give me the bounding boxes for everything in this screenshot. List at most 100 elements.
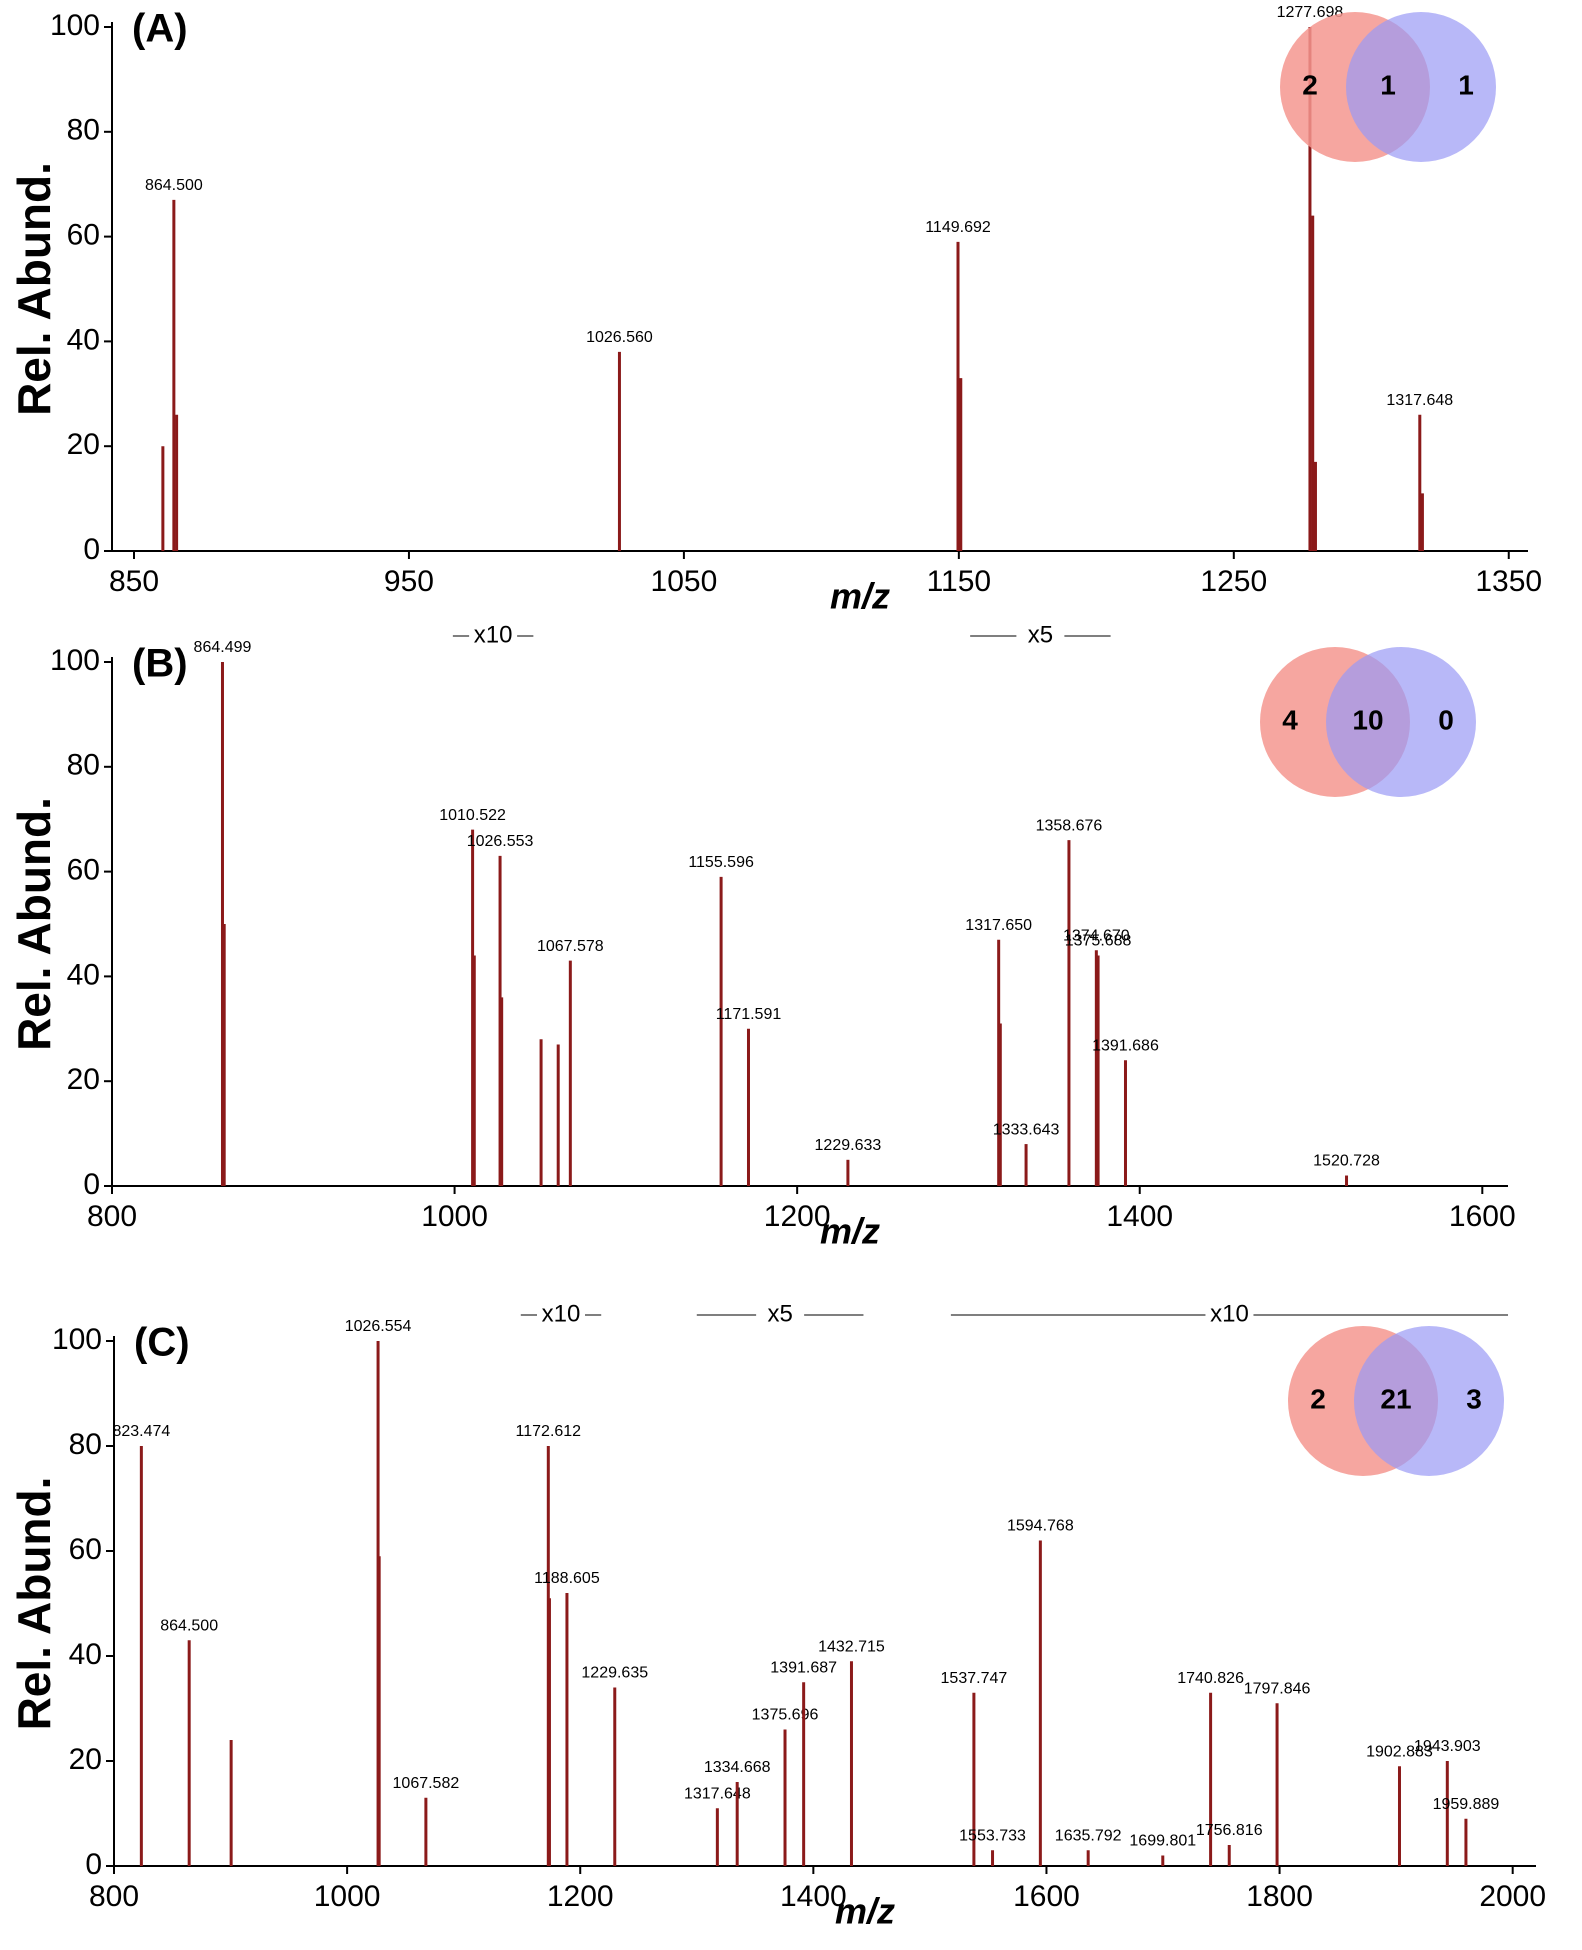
y-tick-label: 80 <box>69 1428 102 1461</box>
zoom-label-bg <box>1016 622 1065 650</box>
venn-right <box>1346 12 1496 162</box>
peak-label: 1740.826 <box>1177 1670 1244 1687</box>
peak-label: 1155.596 <box>688 854 754 871</box>
venn-right <box>1326 647 1476 797</box>
y-tick-label: 40 <box>67 323 100 356</box>
y-tick-label: 40 <box>69 1638 102 1671</box>
venn-both-count: 21 <box>1380 1383 1411 1414</box>
peak-label: 1432.715 <box>818 1638 885 1655</box>
y-tick-label: 40 <box>67 958 100 991</box>
zoom-label-bg <box>756 1301 805 1329</box>
peak-label: 864.500 <box>145 177 203 194</box>
x-axis-label: m/z <box>820 1211 880 1252</box>
x-tick-label: 2000 <box>1479 1880 1546 1913</box>
x-tick-label: 1250 <box>1200 565 1267 598</box>
peak-label: 1067.582 <box>393 1775 460 1792</box>
x-tick-label: 800 <box>89 1880 139 1913</box>
peak-label: 1635.792 <box>1055 1827 1122 1844</box>
x-tick-label: 1800 <box>1246 1880 1313 1913</box>
y-tick-label: 20 <box>67 428 100 461</box>
x-tick-label: 1200 <box>764 1200 831 1233</box>
peak-label: 1317.648 <box>684 1785 751 1802</box>
x-tick-label: 1400 <box>780 1880 847 1913</box>
peak-label: 1358.676 <box>1036 817 1103 834</box>
peak-label: 1026.554 <box>345 1318 412 1335</box>
peak-label: 1374.670 <box>1063 927 1130 944</box>
y-axis-label: Rel. Abund. <box>8 162 60 416</box>
y-axis-label: Rel. Abund. <box>8 797 60 1051</box>
peak-label: 1010.522 <box>439 807 506 824</box>
peak-label: 1553.733 <box>959 1827 1026 1844</box>
x-tick-label: 1150 <box>927 565 992 598</box>
x-tick-label: 1000 <box>421 1200 488 1233</box>
peak-label: 1317.648 <box>1386 392 1453 409</box>
y-tick-label: 20 <box>67 1063 100 1096</box>
peak-label: 864.500 <box>160 1617 218 1634</box>
venn-both-count: 10 <box>1352 704 1383 735</box>
peak-label: 1171.591 <box>716 1006 782 1023</box>
y-tick-label: 0 <box>85 1848 102 1881</box>
x-axis-label: m/z <box>835 1891 895 1932</box>
venn-right <box>1354 1326 1504 1476</box>
x-tick-label: 850 <box>109 565 159 598</box>
y-axis-label: Rel. Abund. <box>8 1477 60 1731</box>
zoom-label-bg <box>1205 1301 1254 1329</box>
peak-label: 1943.903 <box>1414 1738 1481 1755</box>
x-tick-label: 1600 <box>1013 1880 1080 1913</box>
x-tick-label: 1050 <box>651 565 718 598</box>
x-tick-label: 1400 <box>1106 1200 1173 1233</box>
venn-right-count: 0 <box>1438 704 1454 735</box>
y-tick-label: 0 <box>83 533 100 566</box>
x-tick-label: 950 <box>384 565 434 598</box>
peak-label: 1229.633 <box>815 1137 882 1154</box>
venn-both-count: 1 <box>1380 69 1396 100</box>
peak-label: 1391.686 <box>1092 1037 1159 1054</box>
peak-label: 1391.687 <box>770 1659 837 1676</box>
peak-label: 1333.643 <box>993 1121 1060 1138</box>
venn-left-count: 2 <box>1302 69 1318 100</box>
peak-label: 1520.728 <box>1313 1153 1380 1170</box>
y-tick-label: 100 <box>50 644 100 677</box>
peak-label: 1188.605 <box>534 1570 600 1587</box>
peak-label: 1149.692 <box>925 219 991 236</box>
y-tick-label: 80 <box>67 114 100 147</box>
venn-right-count: 3 <box>1466 1383 1482 1414</box>
peak-label: 1699.801 <box>1129 1833 1196 1850</box>
y-tick-label: 60 <box>69 1533 102 1566</box>
x-tick-label: 1600 <box>1449 1200 1516 1233</box>
peak-label: 1375.688 <box>1065 933 1132 950</box>
panel-title: (C) <box>134 1321 190 1365</box>
y-tick-label: 100 <box>50 9 100 42</box>
y-tick-label: 100 <box>52 1323 102 1356</box>
y-tick-label: 20 <box>69 1743 102 1776</box>
zoom-label: x10 <box>542 1300 581 1327</box>
peak-label: 1756.816 <box>1196 1822 1263 1839</box>
zoom-label-bg <box>469 622 518 650</box>
peak-label: 1026.553 <box>467 833 534 850</box>
peak-label: 1537.747 <box>941 1670 1008 1687</box>
peak-label: 823.474 <box>112 1423 170 1440</box>
zoom-label: x5 <box>767 1300 792 1327</box>
zoom-label-bg <box>536 1301 585 1329</box>
peak-label: 1277.698 <box>1277 4 1344 21</box>
x-axis-label: m/z <box>830 576 890 617</box>
venn-left-count: 2 <box>1310 1383 1326 1414</box>
y-tick-label: 80 <box>67 749 100 782</box>
peak-label: 1959.889 <box>1433 1796 1500 1813</box>
panel-title: (B) <box>132 642 188 686</box>
peak-label: 1902.883 <box>1366 1743 1433 1760</box>
zoom-label: x10 <box>1210 1300 1249 1327</box>
y-tick-label: 0 <box>83 1168 100 1201</box>
peak-label: 1172.612 <box>516 1423 582 1440</box>
peak-label: 1375.696 <box>752 1707 819 1724</box>
peak-label: 1229.635 <box>581 1665 648 1682</box>
peak-label: 1067.578 <box>537 938 604 955</box>
zoom-label: x5 <box>1028 621 1053 648</box>
x-tick-label: 1350 <box>1475 565 1542 598</box>
peak-label: 1594.768 <box>1007 1518 1074 1535</box>
x-tick-label: 1200 <box>547 1880 614 1913</box>
zoom-label: x10 <box>474 621 513 648</box>
peak-label: 1026.560 <box>586 329 653 346</box>
y-tick-label: 60 <box>67 854 100 887</box>
